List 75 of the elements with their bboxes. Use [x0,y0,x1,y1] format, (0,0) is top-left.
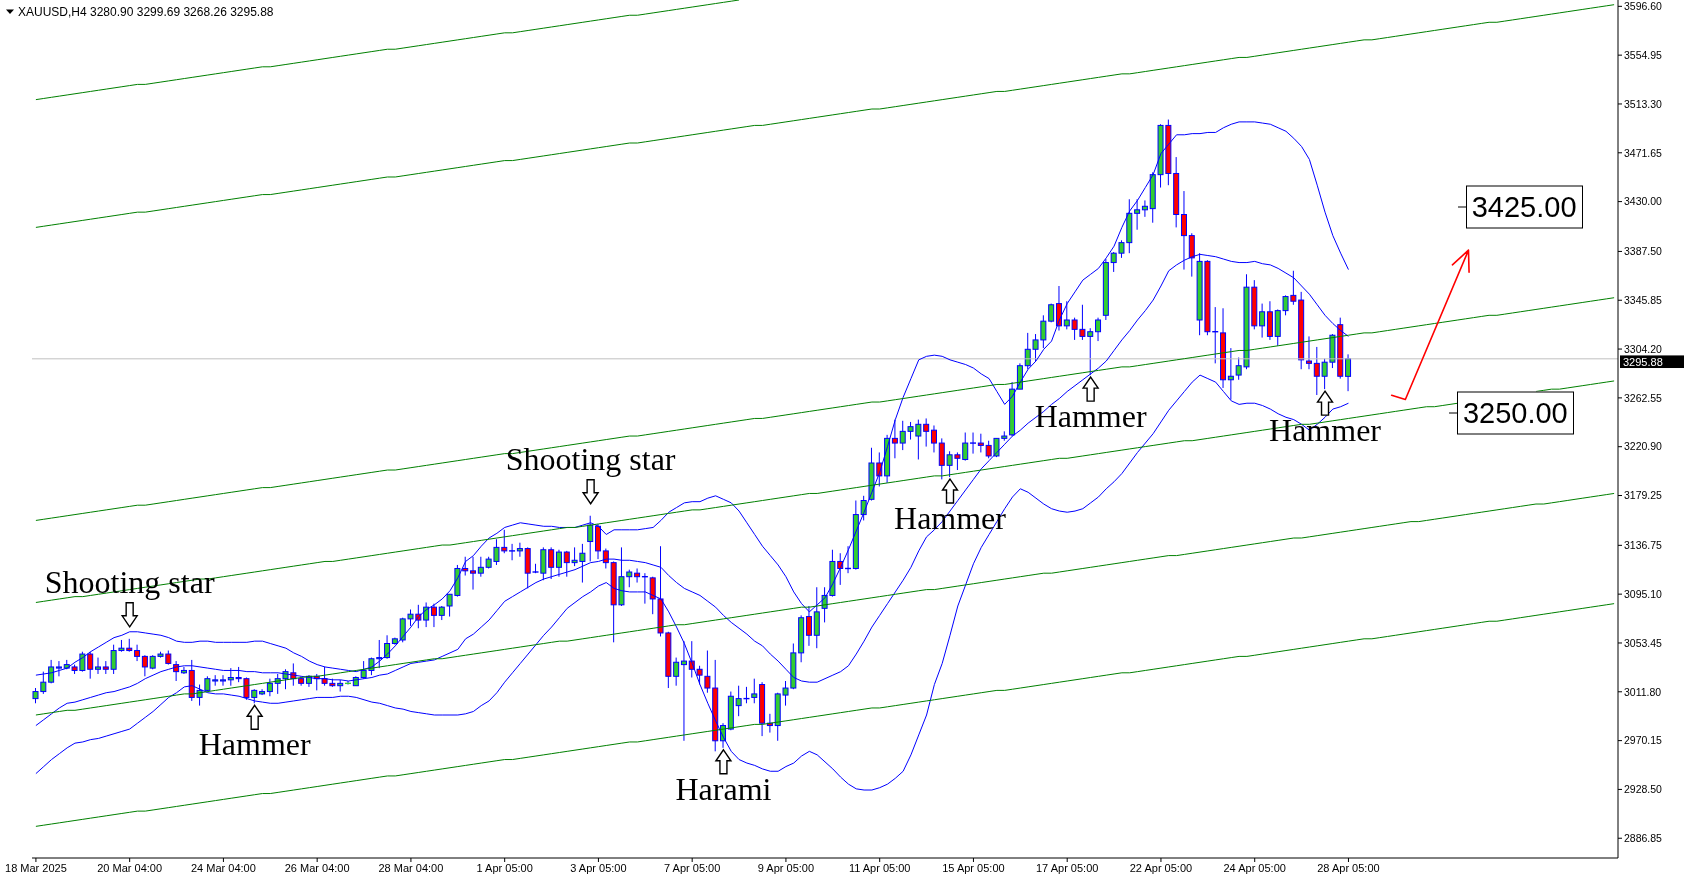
x-tick-label: 18 Mar 2025 [5,861,67,874]
y-tick-label: 3262.55 [1624,391,1663,404]
annotation: Hammer [1034,398,1147,435]
candlestick [180,666,187,675]
x-tick-label: 9 Apr 05:00 [757,861,815,874]
candlestick [423,601,430,628]
candlestick [1305,335,1312,370]
y-tick-label: 3179.25 [1624,489,1663,502]
candlestick [1345,353,1352,392]
y-tick-label: 3345.85 [1624,293,1663,306]
candlestick [1055,285,1062,332]
x-tick-label: 26 Mar 04:00 [284,861,350,874]
line-series [35,603,1615,827]
candlestick [95,657,101,675]
candlestick [1095,317,1102,342]
candlestick [141,654,148,677]
x-tick-label: 17 Apr 05:00 [1036,861,1099,874]
x-tick-label: 24 Mar 04:00 [191,861,256,874]
candlestick [891,419,898,459]
y-tick-label: 3095.10 [1624,587,1663,600]
y-tick-label: 3387.50 [1624,245,1663,258]
candlestick [1134,198,1141,231]
candlestick [977,433,984,453]
y-tick-label: 3136.75 [1624,539,1663,552]
candlestick [220,674,227,687]
line-series [35,492,1615,716]
y-tick-label: 3554.95 [1624,48,1663,61]
x-tick-label: 1 Apr 05:00 [476,861,533,874]
annotation: Hammer [1269,412,1382,449]
x-tick-label: 3 Apr 05:00 [570,861,627,874]
candlestick [470,556,477,591]
x-tick-label: 22 Apr 05:00 [1129,861,1193,874]
candlestick [508,543,516,561]
candlestick [634,567,641,584]
x-tick-label: 7 Apr 05:00 [664,861,721,874]
candlestick [1141,199,1148,218]
candlestick [673,657,680,687]
y-tick-label: 3304.20 [1624,342,1663,355]
annotation: Shooting star [505,440,676,477]
x-tick-label: 11 Apr 05:00 [848,861,911,874]
candlestick [805,605,812,647]
y-tick-label: 3220.90 [1624,440,1663,453]
chart-title: XAUUSD,H4 3280.90 3299.69 3268.26 3295.88 [18,5,274,19]
candlestick [587,515,594,562]
y-tick-label: 3513.30 [1624,97,1663,110]
annotation: Harami [675,770,772,807]
x-tick-label: 28 Apr 05:00 [1317,861,1380,874]
annotation: 3250.00 [1462,396,1568,429]
y-tick-label: 2928.50 [1624,783,1663,796]
y-tick-label: 3011.80 [1624,685,1662,698]
candlestick [930,424,937,453]
candlestick [923,417,930,448]
x-tick-label: 28 Mar 04:00 [378,861,444,874]
x-tick-label: 24 Apr 05:00 [1223,861,1286,874]
candlestick [1259,303,1266,339]
candlestick [813,586,820,649]
candlestick [969,432,977,455]
y-tick-label: 3596.60 [1624,0,1663,13]
candlestick [751,678,758,704]
y-tick-label: 3471.65 [1624,146,1663,159]
candlestick [430,603,437,628]
annotation: 3425.00 [1471,190,1577,223]
candlestick [680,640,687,742]
y-tick-label: 2886.85 [1624,831,1663,844]
candlestick [548,546,555,580]
x-tick-label: 15 Apr 05:00 [942,861,1005,874]
annotation: Hammer [198,726,311,763]
candlestick [516,542,523,558]
x-tick-label: 20 Mar 04:00 [97,861,163,874]
candlestick [134,644,141,662]
y-tick-label: 3053.45 [1624,636,1663,649]
candlestick [555,549,562,578]
y-tick-label: 2970.15 [1624,734,1663,747]
y-tick-label: 3430.00 [1624,195,1663,208]
ref-line-label: 3295.88 [1623,355,1663,368]
